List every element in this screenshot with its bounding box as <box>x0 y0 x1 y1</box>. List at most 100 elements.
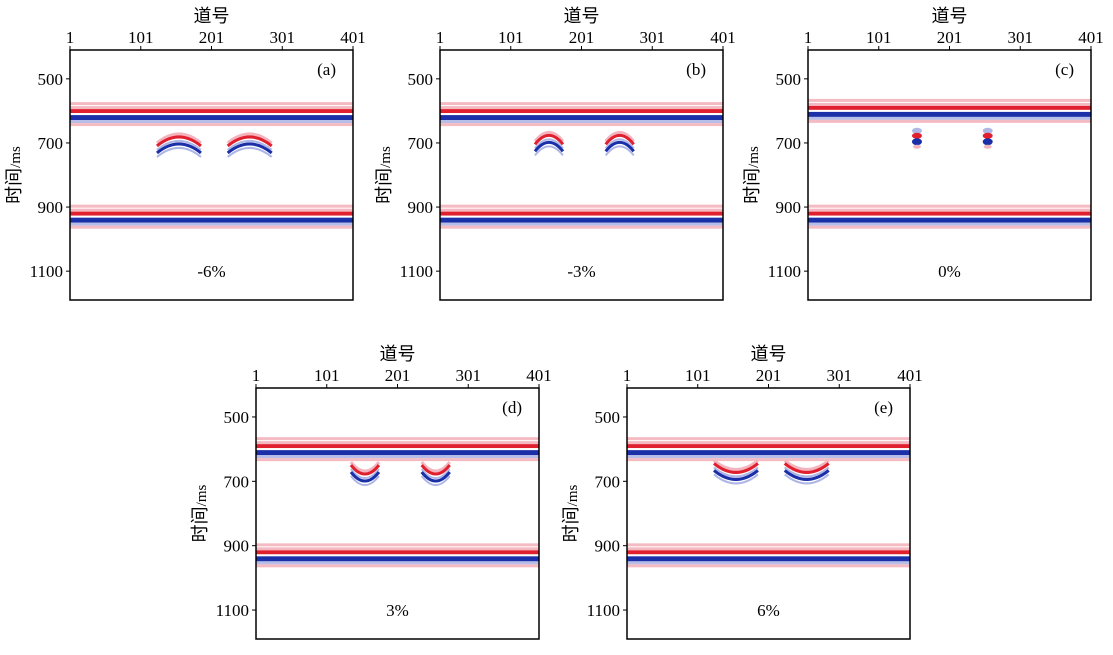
reflector-930 <box>256 543 539 568</box>
diffraction-arc <box>420 475 451 487</box>
y-tick-label: 900 <box>38 198 64 217</box>
reflector-band <box>627 547 910 551</box>
reflector-band <box>440 225 723 229</box>
plot-body <box>627 437 910 568</box>
plot-area <box>808 50 1091 300</box>
y-tick-label: 1100 <box>587 601 620 620</box>
plot-area <box>70 50 353 300</box>
panel-caption: 3% <box>386 601 409 620</box>
reflector-band <box>256 450 539 456</box>
reflector-band <box>440 222 723 226</box>
y-tick-label: 700 <box>776 134 802 153</box>
reflector-band <box>808 222 1091 226</box>
diffraction-arc <box>604 140 635 153</box>
reflector-band <box>808 211 1091 216</box>
diffraction-arc <box>350 475 380 487</box>
diffraction-arc <box>713 462 759 474</box>
reflector-band <box>808 225 1091 229</box>
focus-blob <box>982 132 993 139</box>
y-tick-label: 700 <box>408 134 434 153</box>
diffraction-event <box>349 461 381 487</box>
diffraction-arc <box>784 466 830 478</box>
y-tick-label: 1100 <box>30 262 63 281</box>
y-axis-title-main: 时间 <box>742 168 763 204</box>
y-tick-label: 500 <box>776 70 802 89</box>
reflector-band <box>808 217 1091 223</box>
diffraction-arc <box>349 464 381 476</box>
diffraction-arc <box>534 138 564 149</box>
reflector-band <box>440 120 723 124</box>
y-axis-title: 时间/ms <box>190 485 211 543</box>
x-tick-label: 301 <box>640 28 666 47</box>
panel-caption: 0% <box>938 262 961 281</box>
y-tick-label: 500 <box>408 70 434 89</box>
x-tick-label: 201 <box>756 366 782 385</box>
diffraction-arc <box>420 468 451 480</box>
x-tick-label: 201 <box>569 28 595 47</box>
y-tick-label: 700 <box>38 134 64 153</box>
reflector-band <box>256 458 539 462</box>
panel-caption: -3% <box>567 262 595 281</box>
reflector-band <box>70 109 353 114</box>
diffraction-arc <box>420 464 451 476</box>
reflector-610 <box>440 102 723 127</box>
focus-blob <box>912 144 921 149</box>
diffraction-arc <box>156 135 202 148</box>
y-axis-title-main: 时间 <box>4 168 25 204</box>
x-tick-label: 1 <box>623 366 632 385</box>
x-tick-label: 401 <box>1078 28 1104 47</box>
reflector-band <box>440 113 723 116</box>
x-axis-title: 道号 <box>751 344 787 365</box>
x-tick-label: 401 <box>526 366 552 385</box>
diffraction-arc <box>604 130 635 143</box>
reflector-band <box>70 215 353 218</box>
x-tick-label: 301 <box>456 366 482 385</box>
diffraction-event <box>226 132 273 158</box>
reflector-band <box>256 444 539 449</box>
reflector-band <box>440 211 723 216</box>
focus-point <box>911 127 922 149</box>
y-axis-title-unit: /ms <box>378 146 394 168</box>
reflector-band <box>627 550 910 555</box>
reflector-band <box>627 437 910 441</box>
diffraction-arc <box>226 142 273 155</box>
reflector-band <box>627 458 910 462</box>
y-axis-title-main: 时间 <box>190 506 211 542</box>
reflector-930 <box>70 204 353 229</box>
diffraction-arc <box>604 133 635 146</box>
panel-caption: 6% <box>757 601 780 620</box>
diffraction-arc <box>156 139 202 151</box>
x-tick-label: 1 <box>804 28 813 47</box>
diffraction-arc <box>533 133 565 146</box>
reflector-band <box>256 554 539 557</box>
diffraction-arc <box>534 145 564 156</box>
reflector-band <box>70 113 353 116</box>
diffraction-arc <box>533 130 565 143</box>
reflector-band <box>808 204 1091 208</box>
reflector-610 <box>70 102 353 127</box>
reflector-band <box>440 204 723 208</box>
reflector-band <box>627 561 910 565</box>
y-tick-label: 1100 <box>400 262 433 281</box>
reflector-600 <box>627 437 910 462</box>
diffraction-event <box>783 459 830 485</box>
panel-tag: (d) <box>502 398 522 417</box>
reflector-band <box>808 116 1091 120</box>
reflector-band <box>808 105 1091 110</box>
reflector-band <box>70 102 353 106</box>
diffraction-arc <box>783 462 830 474</box>
y-tick-label: 700 <box>595 472 621 491</box>
reflector-band <box>627 444 910 449</box>
diffraction-event <box>713 459 759 485</box>
reflector-band <box>808 111 1091 117</box>
panel-tag: (a) <box>317 60 336 79</box>
x-tick-label: 101 <box>314 366 340 385</box>
reflector-band <box>70 208 353 212</box>
x-tick-label: 1 <box>436 28 445 47</box>
reflector-band <box>70 222 353 226</box>
diffraction-arc <box>533 140 565 153</box>
reflector-band <box>256 564 539 568</box>
reflector-band <box>627 441 910 445</box>
x-tick-label: 201 <box>937 28 963 47</box>
